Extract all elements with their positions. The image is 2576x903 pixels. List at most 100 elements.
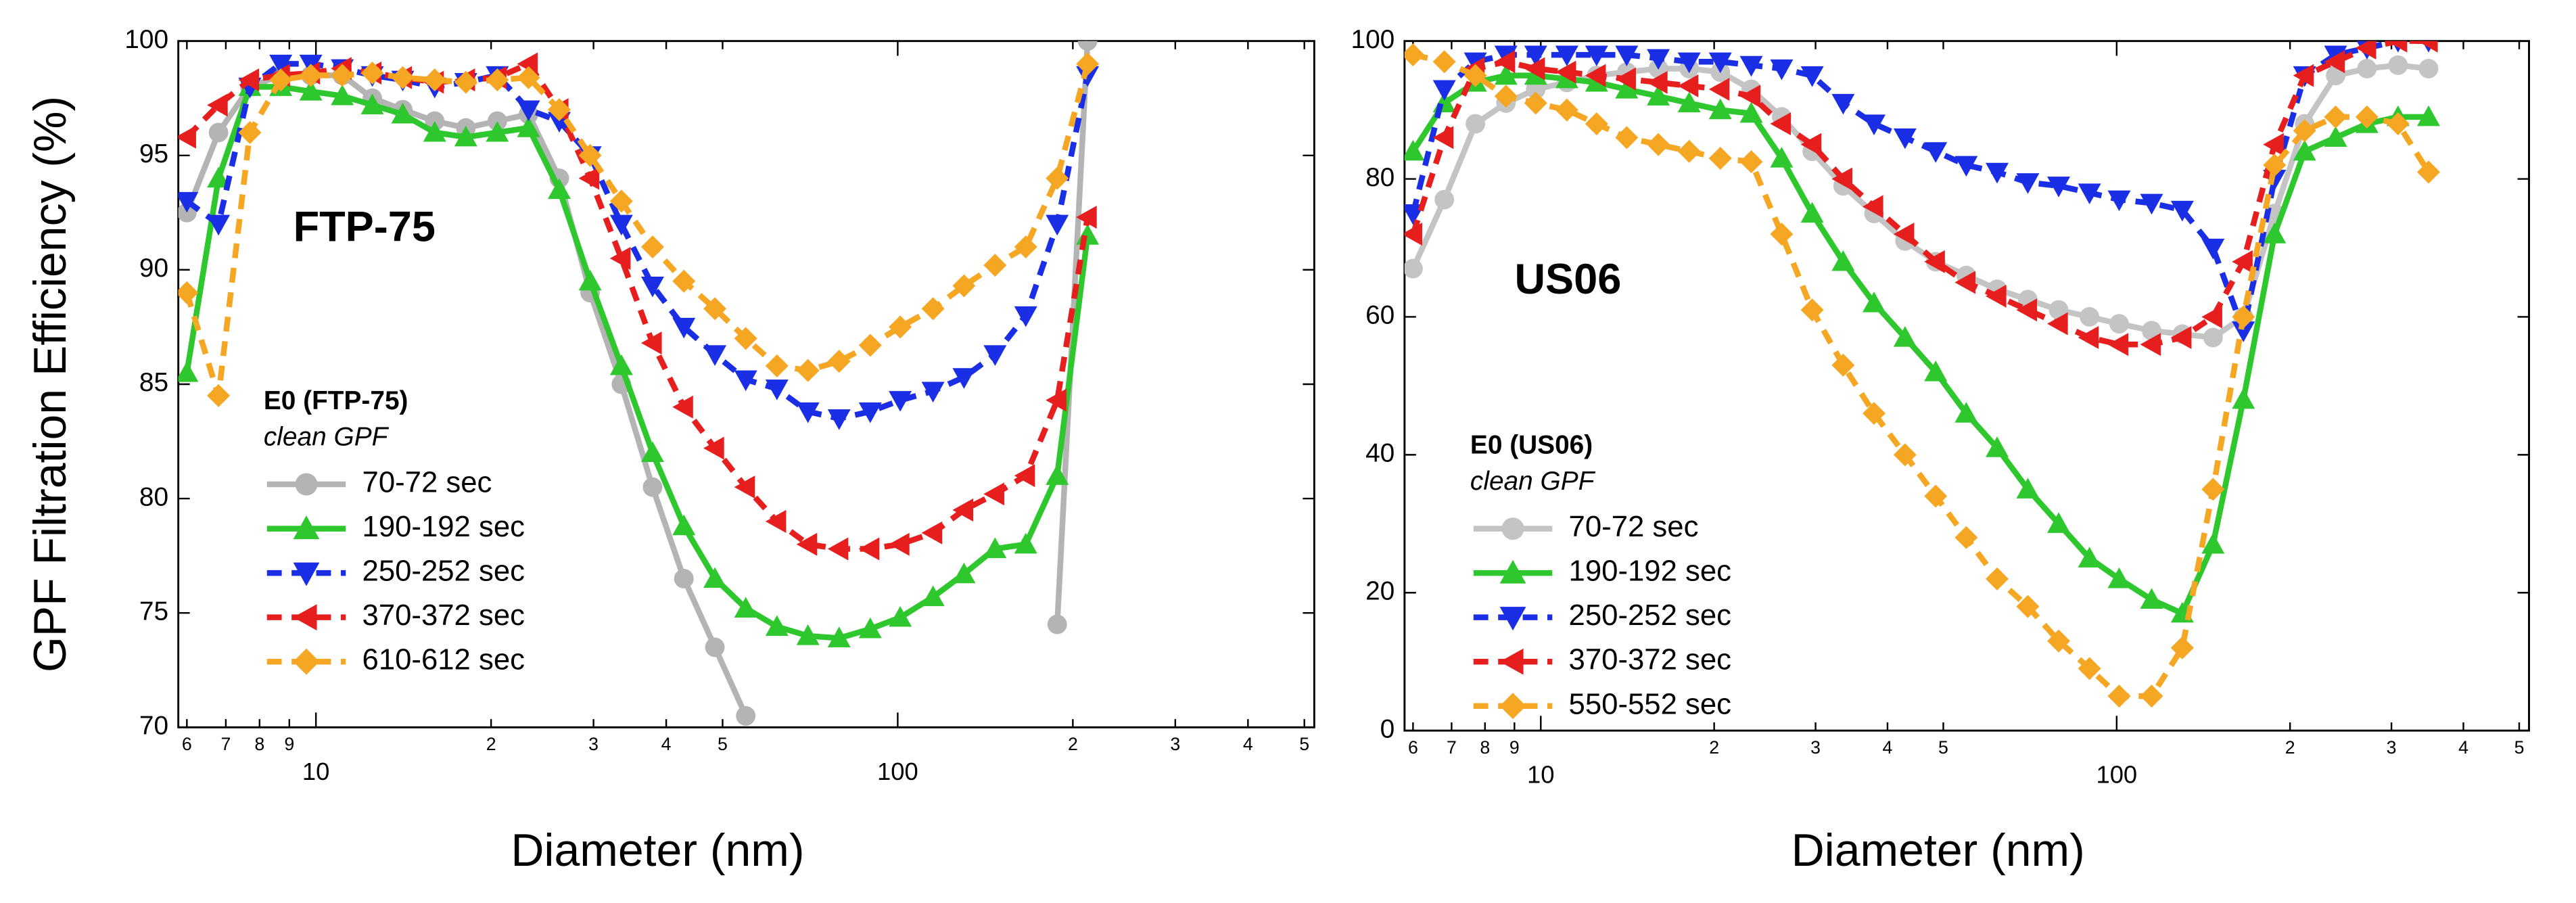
data-point [858,333,882,357]
data-point [1893,128,1917,149]
data-point [578,269,602,291]
x-tick-label: 2 [1709,737,1719,758]
data-point [889,315,912,339]
data-point [1432,50,1456,74]
legend-marker [1499,693,1526,720]
x-tick-label: 4 [661,734,672,754]
data-point [2170,200,2194,222]
x-tick-label: 5 [1938,737,1948,758]
data-point [2047,512,2071,533]
legend-label: 610-612 sec [362,643,525,676]
x-tick-label: 5 [718,734,728,754]
data-point [2016,298,2038,322]
legend-marker [1499,607,1526,631]
data-point [889,532,910,556]
data-point [1404,258,1423,279]
x-tick-label: 2 [1068,734,1078,754]
data-point [1585,112,1608,136]
data-point [983,537,1007,559]
data-point [299,64,323,87]
annotation: US06 [1514,256,1621,303]
data-point [1615,78,1639,99]
data-point [207,384,231,407]
data-point [2293,64,2314,87]
data-point [207,166,231,188]
x-tick-label: 9 [284,734,294,754]
data-point [1046,166,1069,190]
series-layer [1404,41,2440,708]
y-tick-label: 20 [1365,576,1395,605]
data-point [207,93,228,117]
data-point [1924,361,1948,381]
data-point [1739,150,1763,174]
legend-marker [1499,559,1526,584]
plot-frame [1403,40,2530,732]
data-point [1647,133,1670,156]
series-layer [178,41,1100,726]
data-point [1986,436,2009,457]
data-point [207,214,231,236]
data-point [1615,45,1639,67]
data-point [2140,333,2161,356]
data-point [1404,139,1425,161]
legend-label: 250-252 sec [1569,599,1731,632]
data-point [2107,190,2131,212]
data-point [178,191,199,213]
y-tick-label: 60 [1365,301,1395,330]
data-point [1770,112,1792,136]
data-point [517,52,538,76]
series-line [1410,41,2429,342]
data-point [1986,567,2009,591]
data-point [269,54,293,76]
data-point [1893,223,1915,246]
data-point [734,327,757,350]
data-point [640,331,662,355]
data-point [921,585,945,607]
data-point [1739,55,1763,77]
data-point [2201,238,2225,260]
legend-marker [293,515,320,540]
data-point [2078,326,2099,350]
legend-label: 190-192 sec [362,510,525,543]
data-point [2047,629,2071,653]
data-point [1924,142,1948,163]
x-tick-label: 100 [2096,761,2137,789]
x-tick-label: 5 [2514,737,2525,758]
data-point [1863,292,1886,312]
data-point [796,402,820,423]
y-tick-label: 90 [139,254,168,283]
data-point [858,402,882,423]
x-tick-label: 3 [2387,737,2397,758]
data-point [238,120,262,144]
data-point [1524,91,1547,115]
legend-marker [293,604,317,631]
data-point [1770,223,1794,246]
y-tick-label: 75 [139,597,168,626]
data-point [2107,567,2131,588]
data-point [178,361,199,382]
data-point [736,705,756,726]
x-tick-label: 10 [1527,761,1554,789]
x-tick-label: 3 [1810,737,1821,758]
data-point [1647,70,1668,94]
data-point [921,521,943,545]
data-point [609,214,633,236]
data-point [609,189,633,213]
data-point [765,509,787,533]
data-point [2263,133,2284,156]
data-point [2263,154,2287,177]
data-point [2355,41,2376,60]
data-point [921,381,945,403]
data-point [983,482,1004,506]
x-tick-label: 2 [2285,737,2295,758]
legend-label: 70-72 sec [1569,510,1699,543]
data-point [178,125,196,149]
legend-label: 190-192 sec [1569,555,1731,588]
data-point [391,66,415,89]
y-tick-label: 70 [139,712,168,741]
data-point [703,436,724,460]
data-point [983,254,1007,277]
data-point [858,537,880,561]
data-point [1863,114,1886,136]
